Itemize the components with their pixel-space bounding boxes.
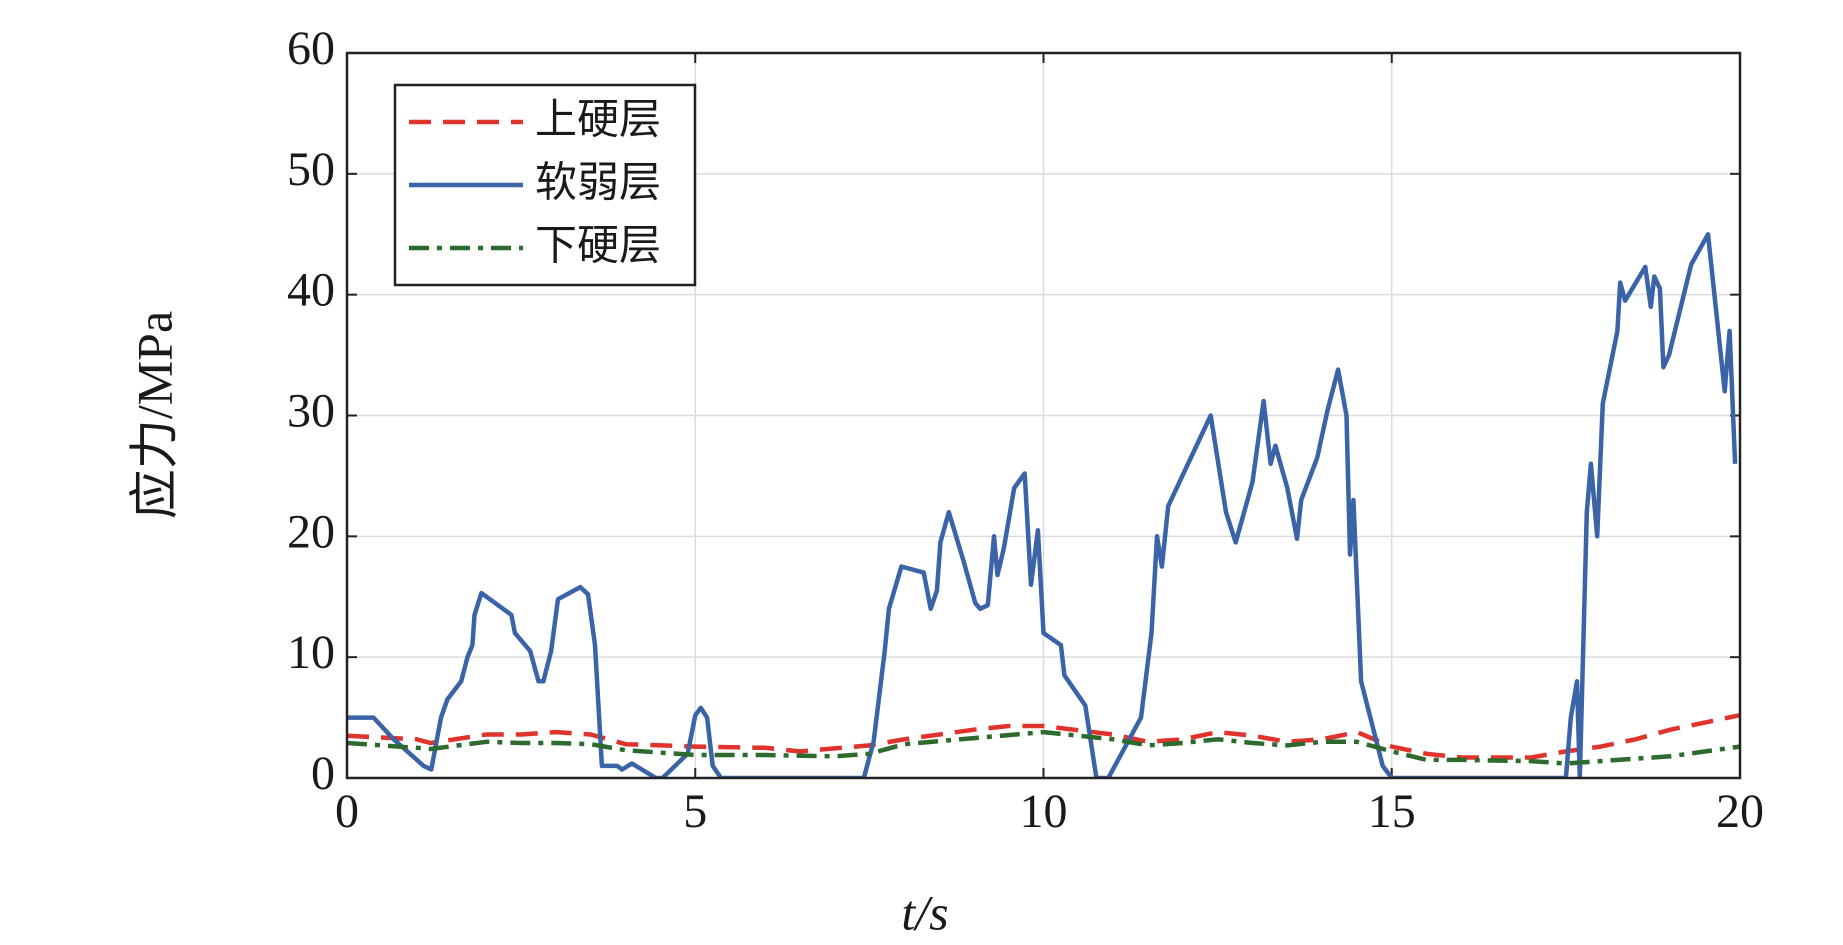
y-tick-label: 40 <box>287 264 335 317</box>
y-tick-label: 20 <box>287 505 335 558</box>
series-line <box>347 712 1740 760</box>
legend-label: 软弱层 <box>535 158 661 207</box>
y-tick-label: 50 <box>287 143 335 196</box>
legend-label: 下硬层 <box>535 221 661 270</box>
x-tick-label: 0 <box>335 785 359 838</box>
y-tick-label: 10 <box>287 626 335 679</box>
y-tick-label: 0 <box>311 747 335 800</box>
x-tick-label: 5 <box>683 785 707 838</box>
y-tick-label: 60 <box>287 22 335 75</box>
y-tick-label: 30 <box>287 385 335 438</box>
x-axis-label: t/s <box>901 884 948 940</box>
x-tick-label: 15 <box>1368 785 1416 838</box>
plot-frame <box>345 51 1742 780</box>
legend-label: 上硬层 <box>535 95 661 144</box>
x-tick-label: 20 <box>1716 785 1764 838</box>
series-line <box>347 232 1738 778</box>
series-line <box>347 729 1740 766</box>
x-tick-label: 10 <box>1020 785 1068 838</box>
y-axis-label: 应力/MPa <box>126 311 182 519</box>
